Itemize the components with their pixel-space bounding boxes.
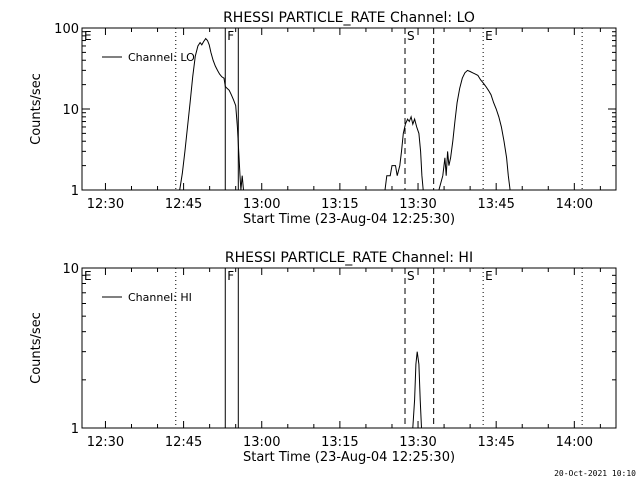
y-tick-label: 10 xyxy=(62,103,79,118)
x-tick-label: 13:15 xyxy=(321,197,358,212)
x-tick-label: 13:30 xyxy=(399,197,436,212)
event-marker-label: E xyxy=(84,269,92,283)
event-marker-label: E xyxy=(485,29,493,43)
generation-timestamp: 20-Oct-2021 10:10 xyxy=(554,469,636,478)
legend-label: Channel: LO xyxy=(128,51,195,64)
event-marker-label: E xyxy=(485,269,493,283)
y-tick-label: 10 xyxy=(62,262,79,277)
y-tick-label: 1 xyxy=(71,184,79,199)
event-marker-label: S xyxy=(407,269,415,283)
x-tick-label: 12:30 xyxy=(87,435,124,450)
x-tick-label: 12:30 xyxy=(87,197,124,212)
x-tick-label: 13:30 xyxy=(399,435,436,450)
x-tick-label: 12:45 xyxy=(165,197,202,212)
x-tick-label: 14:00 xyxy=(556,197,593,212)
x-tick-label: 13:15 xyxy=(321,435,358,450)
legend-label: Channel: HI xyxy=(128,291,192,304)
event-marker-label: F xyxy=(227,29,234,43)
x-tick-label: 13:45 xyxy=(477,435,514,450)
series-line xyxy=(438,69,511,191)
y-axis-label: Counts/sec xyxy=(29,73,44,145)
series-line xyxy=(179,37,244,191)
y-tick-label: 100 xyxy=(54,22,79,37)
x-tick-label: 13:00 xyxy=(243,435,280,450)
chart-title: RHESSI PARTICLE_RATE Channel: LO xyxy=(223,10,475,26)
series-line xyxy=(412,351,422,429)
event-marker-label: E xyxy=(84,29,92,43)
x-tick-label: 12:45 xyxy=(165,435,202,450)
x-tick-label: 14:00 xyxy=(556,435,593,450)
y-axis-label: Counts/sec xyxy=(29,312,44,384)
x-axis-label: Start Time (23-Aug-04 12:25:30) xyxy=(243,212,455,227)
event-marker-label: F xyxy=(227,269,234,283)
x-tick-label: 13:45 xyxy=(477,197,514,212)
chart-title: RHESSI PARTICLE_RATE Channel: HI xyxy=(225,250,473,266)
y-tick-label: 1 xyxy=(71,422,79,437)
x-axis-label: Start Time (23-Aug-04 12:25:30) xyxy=(243,450,455,465)
series-line xyxy=(381,115,424,191)
x-tick-label: 13:00 xyxy=(243,197,280,212)
event-marker-label: S xyxy=(407,29,415,43)
